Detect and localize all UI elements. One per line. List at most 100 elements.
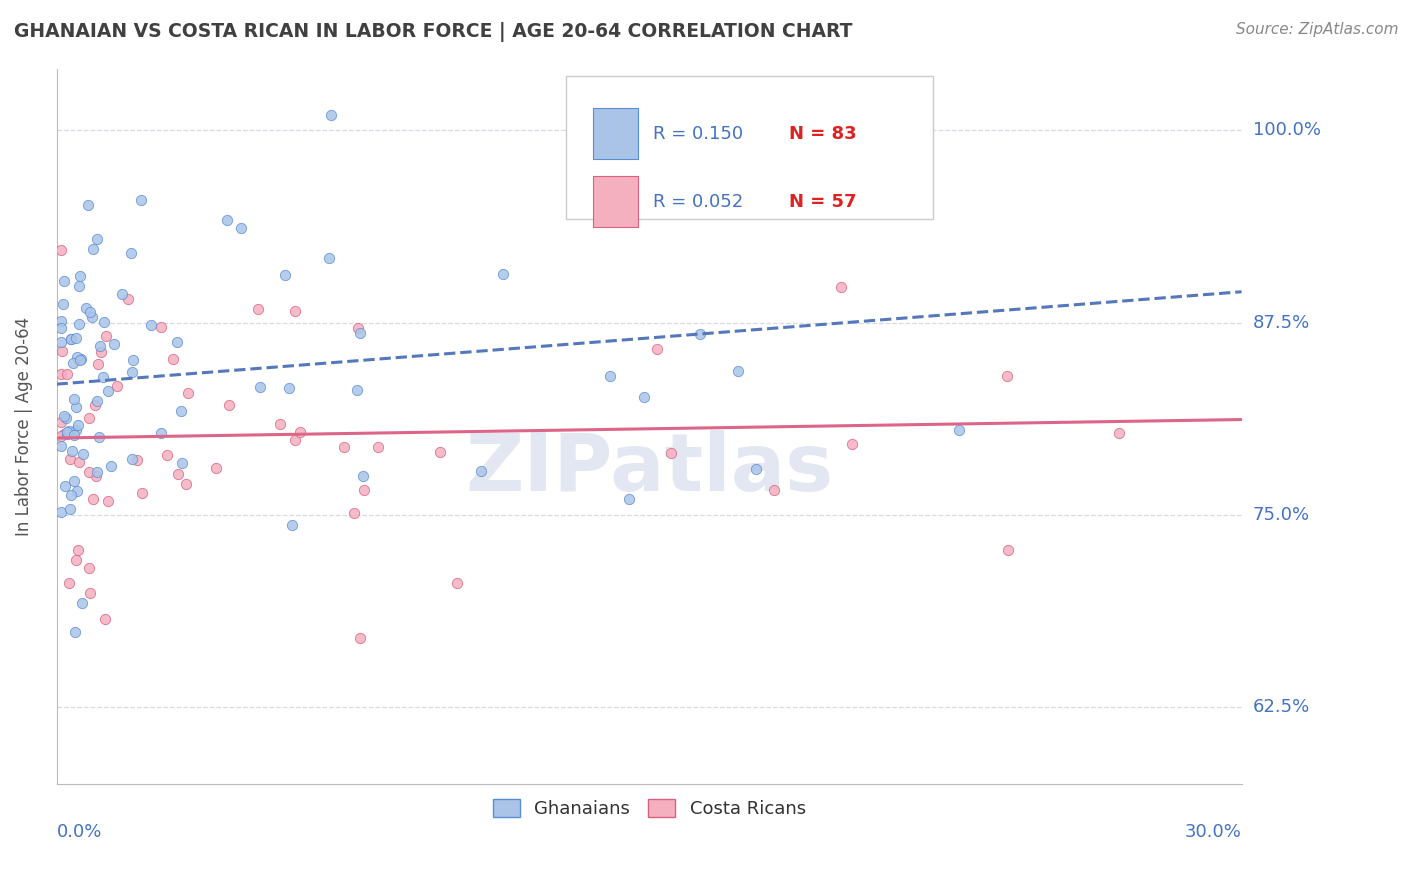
Point [492, 267, 515, 281]
Point [53, 479, 76, 493]
Point [290, 425, 312, 439]
Point [281, 518, 304, 533]
Point [997, 542, 1019, 557]
Point [60, 444, 83, 458]
Point [56, 427, 79, 442]
Point [53, 274, 76, 288]
Point [58, 575, 80, 590]
Point [274, 268, 297, 282]
Point [58, 424, 80, 438]
Point [49, 320, 72, 334]
Point [97, 384, 120, 398]
Point [96, 329, 118, 343]
Text: 100.0%: 100.0% [1253, 121, 1320, 139]
Point [343, 506, 366, 520]
Point [352, 469, 374, 483]
Point [141, 318, 163, 332]
Point [66, 350, 89, 364]
Point [52, 409, 75, 423]
Point [70, 351, 93, 366]
Point [70, 596, 93, 610]
Point [162, 351, 184, 366]
Point [647, 343, 669, 357]
Point [49, 415, 72, 429]
Point [121, 246, 143, 260]
Point [49, 314, 72, 328]
Point [65, 423, 87, 437]
Point [284, 433, 307, 447]
Point [429, 445, 451, 459]
Point [215, 213, 238, 227]
Point [89, 430, 111, 444]
Point [67, 317, 90, 331]
Point [121, 352, 143, 367]
Point [745, 462, 768, 476]
Point [318, 251, 340, 265]
Point [125, 453, 148, 467]
Text: GHANAIAN VS COSTA RICAN IN LABOR FORCE | AGE 20-64 CORRELATION CHART: GHANAIAN VS COSTA RICAN IN LABOR FORCE |… [14, 22, 852, 42]
FancyBboxPatch shape [593, 176, 638, 227]
FancyBboxPatch shape [567, 76, 934, 219]
Point [830, 280, 852, 294]
Point [59, 451, 82, 466]
Point [204, 460, 226, 475]
Point [349, 631, 371, 645]
Point [56, 425, 79, 440]
Point [83, 398, 105, 412]
Point [218, 398, 240, 412]
Point [79, 586, 101, 600]
Legend: Ghanaians, Costa Ricans: Ghanaians, Costa Ricans [485, 792, 813, 825]
Point [121, 366, 143, 380]
Point [84, 469, 107, 483]
Point [69, 353, 91, 368]
Point [49, 505, 72, 519]
Point [63, 428, 86, 442]
Point [319, 108, 342, 122]
Point [77, 198, 100, 212]
FancyBboxPatch shape [593, 108, 638, 160]
Point [269, 417, 291, 431]
Point [150, 425, 173, 440]
Point [77, 411, 100, 425]
Point [170, 404, 193, 418]
Point [75, 301, 97, 316]
Point [617, 491, 640, 506]
Point [249, 379, 271, 393]
Point [94, 612, 117, 626]
Point [67, 279, 90, 293]
Point [77, 561, 100, 575]
Point [446, 575, 468, 590]
Point [727, 364, 749, 378]
Point [67, 455, 90, 469]
Point [111, 286, 134, 301]
Text: N = 57: N = 57 [789, 193, 856, 211]
Point [60, 332, 83, 346]
Y-axis label: In Labor Force | Age 20-64: In Labor Force | Age 20-64 [15, 317, 32, 536]
Point [229, 221, 252, 235]
Point [346, 384, 368, 398]
Point [349, 326, 371, 340]
Point [65, 553, 87, 567]
Point [174, 476, 197, 491]
Point [333, 440, 356, 454]
Point [49, 244, 72, 258]
Point [62, 355, 84, 369]
Point [105, 379, 128, 393]
Point [100, 459, 122, 474]
Point [633, 390, 655, 404]
Point [52, 297, 75, 311]
Point [995, 368, 1018, 383]
Point [53, 426, 76, 441]
Text: Source: ZipAtlas.com: Source: ZipAtlas.com [1236, 22, 1399, 37]
Point [65, 330, 87, 344]
Point [170, 456, 193, 470]
Point [277, 381, 299, 395]
Point [90, 345, 112, 359]
Point [166, 467, 188, 481]
Point [80, 310, 103, 325]
Text: R = 0.150: R = 0.150 [652, 125, 742, 143]
Point [62, 474, 84, 488]
Point [79, 304, 101, 318]
Point [59, 502, 82, 516]
Point [65, 484, 87, 499]
